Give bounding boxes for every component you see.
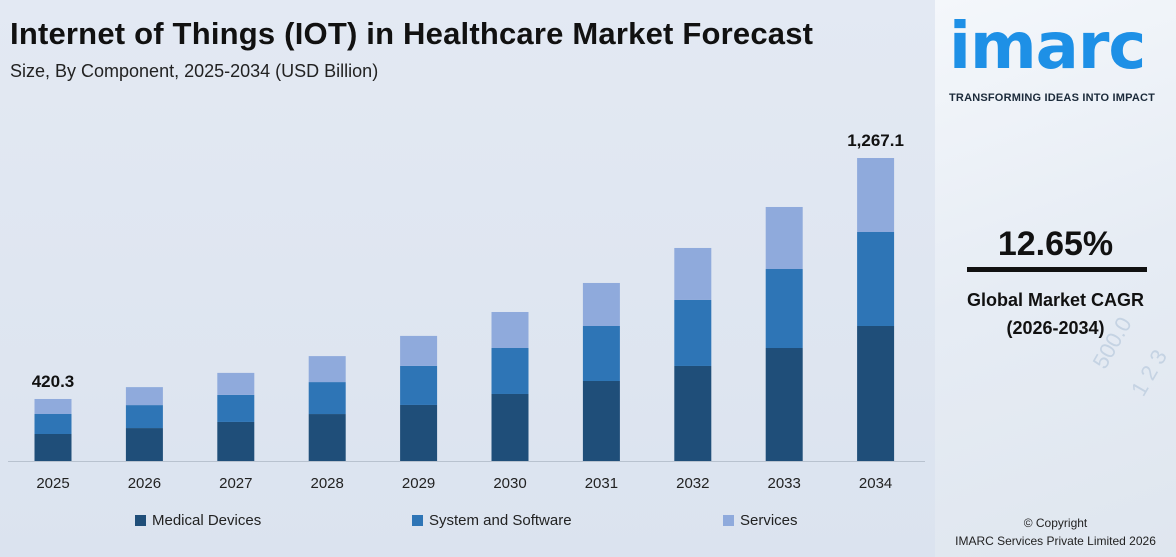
cagr-period: (2026-2034) bbox=[1006, 318, 1105, 338]
bar-services-2034 bbox=[857, 158, 895, 232]
x-tick-label: 2027 bbox=[219, 475, 252, 492]
bar-medical-devices-2034 bbox=[857, 325, 895, 461]
data-label: 420.3 bbox=[32, 372, 75, 391]
bar-services-2025 bbox=[34, 398, 72, 414]
bar-services-2027 bbox=[217, 372, 255, 395]
data-label: 1,267.1 bbox=[847, 131, 904, 150]
bar-system-and-software-2033 bbox=[765, 268, 803, 349]
copyright: © Copyright IMARC Services Private Limit… bbox=[935, 514, 1176, 550]
legend-label: Medical Devices bbox=[152, 512, 262, 529]
bar-medical-devices-2029 bbox=[400, 404, 438, 461]
bar-medical-devices-2032 bbox=[674, 365, 712, 461]
bar-system-and-software-2032 bbox=[674, 299, 712, 366]
x-tick-label: 2028 bbox=[311, 475, 344, 492]
bar-medical-devices-2028 bbox=[308, 414, 346, 461]
chart-subtitle: Size, By Component, 2025-2034 (USD Billi… bbox=[10, 61, 379, 81]
bar-system-and-software-2031 bbox=[582, 325, 620, 381]
cagr-label: Global Market CAGR bbox=[966, 290, 1145, 310]
copyright-label: © Copyright bbox=[1023, 516, 1088, 530]
legend-label: Services bbox=[740, 512, 798, 529]
chart-panel: Internet of Things (IOT) in Healthcare M… bbox=[0, 0, 935, 557]
bar-medical-devices-2025 bbox=[34, 434, 72, 461]
bar-system-and-software-2034 bbox=[857, 231, 895, 326]
bar-system-and-software-2029 bbox=[400, 365, 438, 405]
bar-medical-devices-2031 bbox=[582, 380, 620, 461]
bar-medical-devices-2033 bbox=[765, 348, 803, 461]
stacked-bar-chart: 2025 420.3 2026 2027 2028 2029 2030 2031 2032 203… bbox=[8, 131, 925, 492]
x-tick-label: 2029 bbox=[402, 475, 435, 492]
bar-services-2032 bbox=[674, 247, 712, 300]
legend-item: System and Software bbox=[412, 512, 572, 529]
legend-item: Services bbox=[723, 512, 798, 529]
legend-swatch bbox=[412, 515, 423, 526]
bar-system-and-software-2026 bbox=[125, 405, 163, 429]
bar-medical-devices-2027 bbox=[217, 421, 255, 461]
x-tick-label: 2030 bbox=[493, 475, 526, 492]
x-tick-label: 2026 bbox=[128, 475, 161, 492]
x-tick-label: 2034 bbox=[859, 475, 892, 492]
cagr-divider bbox=[967, 267, 1147, 272]
bar-services-2033 bbox=[765, 206, 803, 269]
bar-services-2026 bbox=[125, 387, 163, 406]
x-tick-label: 2033 bbox=[768, 475, 801, 492]
legend-swatch bbox=[135, 515, 146, 526]
bar-system-and-software-2027 bbox=[217, 394, 255, 422]
legend-label: System and Software bbox=[429, 512, 572, 529]
bar-medical-devices-2030 bbox=[491, 393, 529, 461]
imarc-logo: imarc bbox=[949, 10, 1146, 84]
x-tick-label: 2031 bbox=[585, 475, 618, 492]
bar-system-and-software-2025 bbox=[34, 413, 72, 435]
bar-services-2029 bbox=[400, 335, 438, 366]
bar-services-2028 bbox=[308, 356, 346, 383]
copyright-company: IMARC Services Private Limited 2026 bbox=[955, 534, 1156, 548]
legend-swatch bbox=[723, 515, 734, 526]
decor-text: 1 2 3 bbox=[1125, 345, 1173, 401]
cagr-label-block: Global Market CAGR (2026-2034) bbox=[935, 286, 1176, 342]
bar-services-2031 bbox=[582, 282, 620, 326]
logo-tagline: TRANSFORMING IDEAS INTO IMPACT bbox=[949, 92, 1156, 104]
bar-system-and-software-2028 bbox=[308, 382, 346, 415]
brand-panel: 500.0 1 2 3 imarc TRANSFORMING IDEAS INT… bbox=[935, 0, 1176, 557]
bar-services-2030 bbox=[491, 311, 529, 348]
x-tick-label: 2025 bbox=[36, 475, 69, 492]
legend-item: Medical Devices bbox=[135, 512, 261, 529]
cagr-value: 12.65% bbox=[997, 225, 1114, 263]
x-tick-label: 2032 bbox=[676, 475, 709, 492]
bar-medical-devices-2026 bbox=[125, 428, 163, 461]
bar-system-and-software-2030 bbox=[491, 347, 529, 394]
page-title: Internet of Things (IOT) in Healthcare M… bbox=[10, 16, 814, 51]
